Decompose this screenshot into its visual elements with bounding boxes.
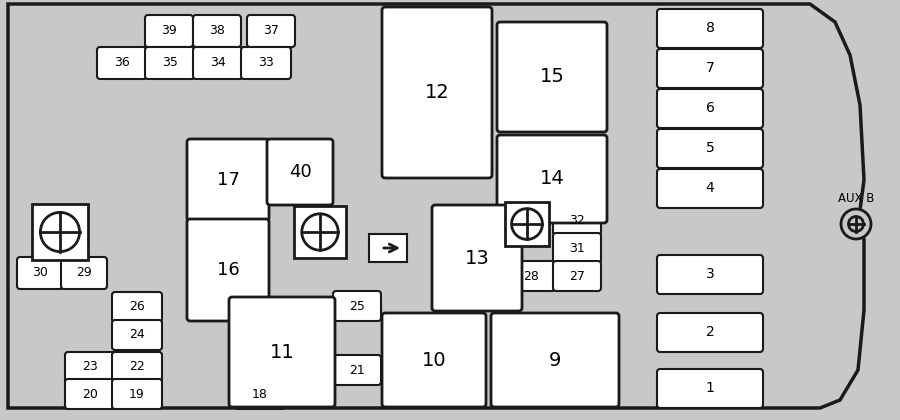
FancyBboxPatch shape (382, 7, 492, 178)
Text: 4: 4 (706, 181, 715, 195)
Text: 26: 26 (129, 300, 145, 313)
Bar (294, 206, 346, 258)
FancyBboxPatch shape (17, 257, 63, 289)
FancyBboxPatch shape (657, 129, 763, 168)
FancyBboxPatch shape (432, 205, 522, 311)
FancyBboxPatch shape (145, 15, 193, 47)
Circle shape (849, 216, 863, 231)
Text: 32: 32 (569, 213, 585, 226)
FancyBboxPatch shape (112, 352, 162, 382)
Text: 39: 39 (161, 24, 177, 37)
FancyBboxPatch shape (491, 313, 619, 407)
FancyBboxPatch shape (65, 352, 115, 382)
FancyBboxPatch shape (193, 47, 243, 79)
FancyBboxPatch shape (382, 313, 486, 407)
FancyBboxPatch shape (112, 379, 162, 409)
Text: 21: 21 (349, 363, 364, 376)
FancyBboxPatch shape (657, 313, 763, 352)
Text: 29: 29 (76, 267, 92, 279)
FancyBboxPatch shape (193, 15, 241, 47)
FancyBboxPatch shape (187, 219, 269, 321)
FancyBboxPatch shape (229, 297, 335, 407)
Text: 6: 6 (706, 102, 715, 116)
FancyBboxPatch shape (507, 261, 555, 291)
FancyBboxPatch shape (241, 47, 291, 79)
Circle shape (302, 214, 338, 250)
FancyBboxPatch shape (187, 139, 269, 221)
Text: 35: 35 (162, 57, 178, 69)
Text: 17: 17 (217, 171, 239, 189)
FancyBboxPatch shape (145, 47, 195, 79)
Text: 23: 23 (82, 360, 98, 373)
Text: 22: 22 (129, 360, 145, 373)
FancyBboxPatch shape (553, 205, 601, 235)
FancyBboxPatch shape (235, 379, 285, 409)
FancyBboxPatch shape (333, 355, 381, 385)
Text: 34: 34 (210, 57, 226, 69)
Text: AUX B: AUX B (838, 192, 874, 205)
Circle shape (40, 213, 79, 252)
FancyBboxPatch shape (497, 135, 607, 223)
Bar (32, 204, 88, 260)
Text: 20: 20 (82, 388, 98, 401)
Text: 2: 2 (706, 326, 715, 339)
FancyBboxPatch shape (657, 9, 763, 48)
FancyBboxPatch shape (657, 255, 763, 294)
Text: 25: 25 (349, 299, 364, 312)
Bar (369, 234, 407, 262)
Text: 16: 16 (217, 261, 239, 279)
Text: 37: 37 (263, 24, 279, 37)
FancyBboxPatch shape (112, 320, 162, 350)
Text: 30: 30 (32, 267, 48, 279)
Text: 19: 19 (129, 388, 145, 401)
FancyBboxPatch shape (267, 139, 333, 205)
FancyBboxPatch shape (657, 369, 763, 408)
Polygon shape (8, 4, 864, 408)
FancyBboxPatch shape (247, 15, 295, 47)
Text: 7: 7 (706, 61, 715, 76)
Circle shape (841, 209, 871, 239)
FancyBboxPatch shape (333, 291, 381, 321)
FancyBboxPatch shape (65, 379, 115, 409)
Text: 33: 33 (258, 57, 274, 69)
Text: 1: 1 (706, 381, 715, 396)
Text: 5: 5 (706, 142, 715, 155)
Text: 15: 15 (540, 68, 564, 87)
FancyBboxPatch shape (112, 292, 162, 322)
FancyBboxPatch shape (657, 49, 763, 88)
FancyBboxPatch shape (553, 233, 601, 263)
Text: 18: 18 (252, 388, 268, 401)
Text: 9: 9 (549, 351, 562, 370)
Bar (505, 202, 549, 246)
FancyBboxPatch shape (97, 47, 147, 79)
Text: 31: 31 (569, 241, 585, 255)
Text: 10: 10 (422, 351, 446, 370)
Text: 12: 12 (425, 83, 449, 102)
Text: 14: 14 (540, 170, 564, 189)
FancyBboxPatch shape (497, 22, 607, 132)
Text: 13: 13 (464, 249, 490, 268)
Text: 24: 24 (129, 328, 145, 341)
FancyBboxPatch shape (553, 261, 601, 291)
Text: 3: 3 (706, 268, 715, 281)
Text: 36: 36 (114, 57, 130, 69)
Text: 11: 11 (270, 342, 294, 362)
Text: 38: 38 (209, 24, 225, 37)
Text: 40: 40 (289, 163, 311, 181)
FancyBboxPatch shape (657, 89, 763, 128)
Text: 28: 28 (523, 270, 539, 283)
Text: 8: 8 (706, 21, 715, 36)
FancyBboxPatch shape (61, 257, 107, 289)
FancyBboxPatch shape (657, 169, 763, 208)
Text: 27: 27 (569, 270, 585, 283)
Circle shape (511, 209, 543, 239)
